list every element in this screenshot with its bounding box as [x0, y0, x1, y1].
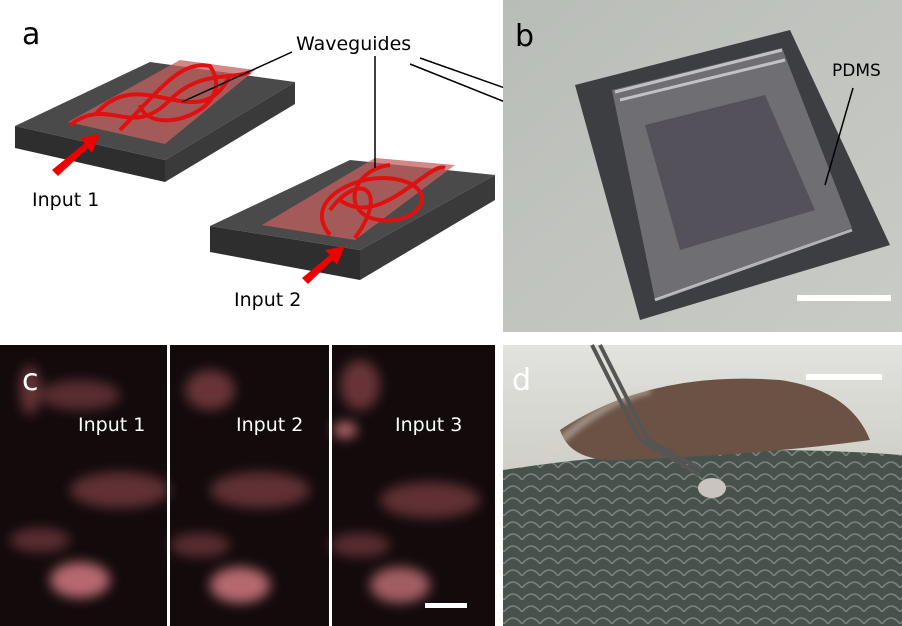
fish-scales [503, 450, 902, 626]
input-label: Input 2 [234, 289, 301, 311]
input-label: Input 1 [32, 189, 99, 211]
input-label: Input 2 [236, 414, 303, 436]
scale-bar [797, 295, 891, 301]
separator [329, 345, 332, 626]
device [698, 478, 726, 498]
scale-bar [806, 374, 882, 380]
panel-label: b [515, 19, 534, 54]
panel-label: c [22, 363, 39, 398]
panel-c: c Input 1 Input 2 Input 3 [0, 345, 495, 626]
panel-b: b PDMS [503, 0, 902, 332]
panel-label: d [512, 363, 531, 398]
input-label: Input 3 [395, 414, 462, 436]
input-label: Input 1 [78, 414, 145, 436]
pdms-label: PDMS [832, 61, 881, 81]
scale-bar [425, 603, 467, 608]
panel-d: d [503, 345, 902, 626]
figure: a Waveguides Input 1 Input 2 b PDMS [0, 0, 902, 626]
waveguides-label: Waveguides [296, 33, 411, 55]
panel-label: a [22, 17, 40, 52]
separator [167, 345, 170, 626]
